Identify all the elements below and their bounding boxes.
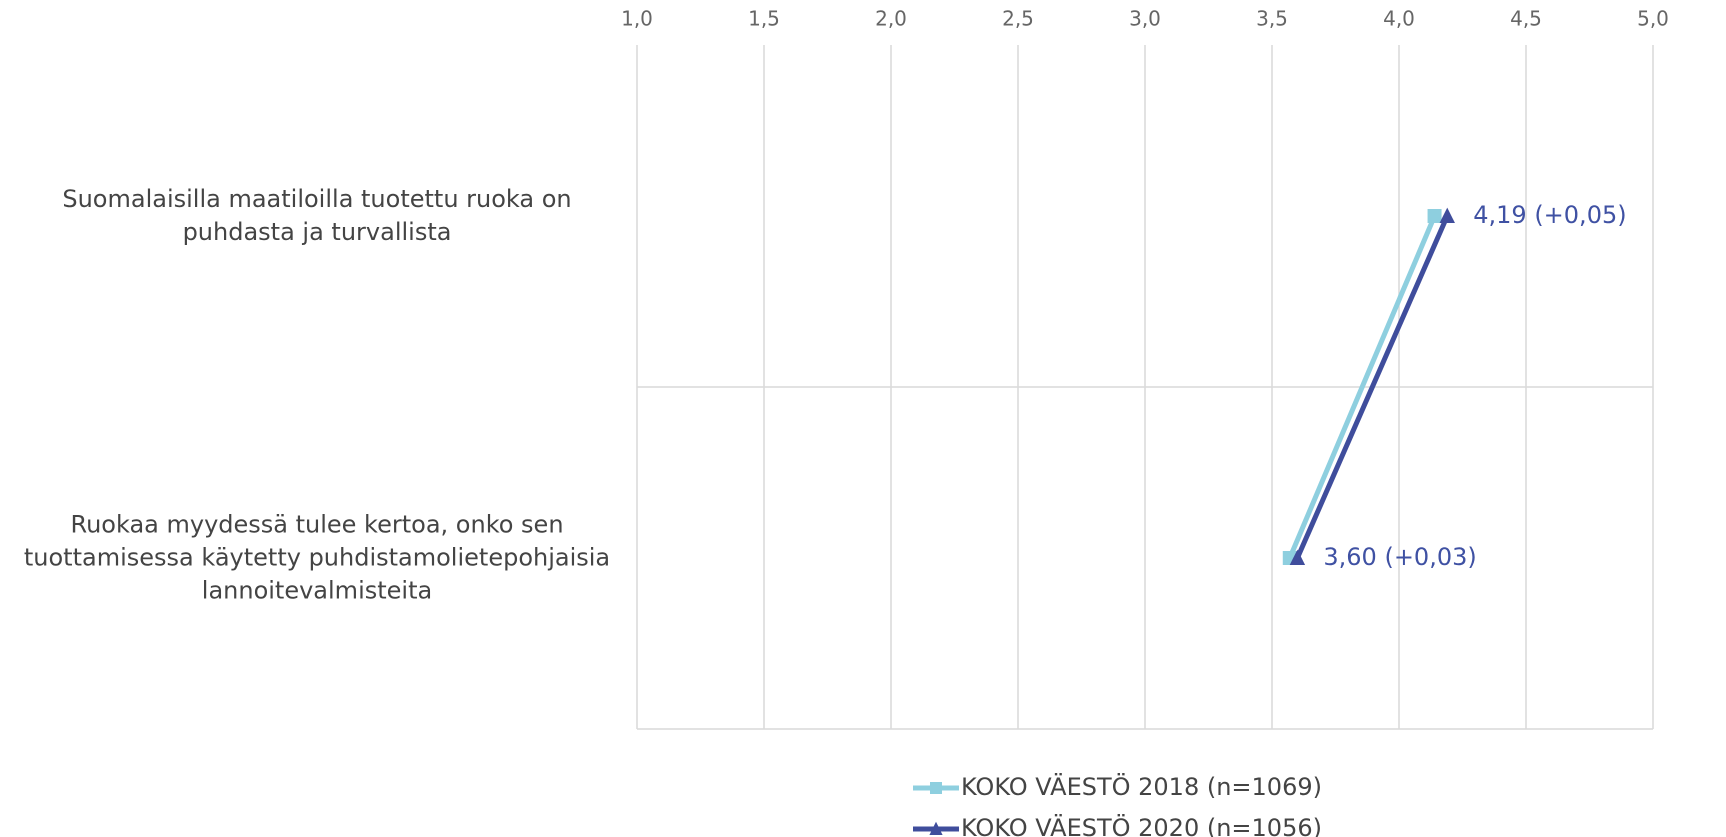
x-tick-label: 1,5	[748, 7, 780, 31]
x-tick-label: 3,5	[1256, 7, 1288, 31]
category-label: Suomalaisilla maatiloilla tuotettu ruoka…	[62, 185, 572, 246]
series-line	[1295, 214, 1450, 560]
series-line	[1287, 215, 1437, 559]
marker	[930, 782, 942, 794]
legend-label: KOKO VÄESTÖ 2018 (n=1069)	[961, 772, 1322, 801]
x-tick-label: 2,0	[875, 7, 907, 31]
x-tick-label: 2,5	[1002, 7, 1034, 31]
marker	[1439, 207, 1455, 223]
marker	[1427, 209, 1442, 223]
marker	[929, 821, 943, 835]
marker	[1289, 549, 1306, 565]
x-tick-label: 4,0	[1383, 7, 1415, 31]
category-label: Ruokaa myydessä tulee kertoa, onko sen t…	[23, 510, 611, 605]
data-label: 4,19 (+0,05)	[1473, 201, 1626, 229]
x-tick-label: 4,5	[1510, 7, 1542, 31]
data-label: 3,60 (+0,03)	[1323, 543, 1476, 571]
x-tick-label: 3,0	[1129, 7, 1161, 31]
legend-label: KOKO VÄESTÖ 2020 (n=1056)	[961, 813, 1322, 837]
x-tick-label: 1,0	[621, 7, 653, 31]
x-tick-label: 5,0	[1637, 7, 1669, 31]
